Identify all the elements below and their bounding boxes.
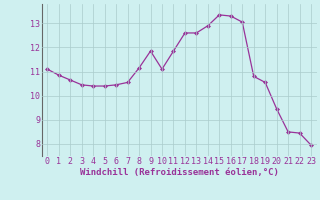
X-axis label: Windchill (Refroidissement éolien,°C): Windchill (Refroidissement éolien,°C) — [80, 168, 279, 177]
